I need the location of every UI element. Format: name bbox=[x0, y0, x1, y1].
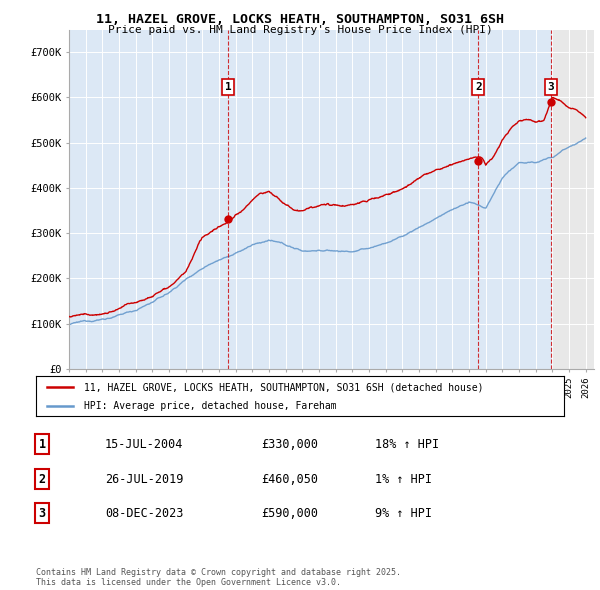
Text: 3: 3 bbox=[38, 507, 46, 520]
Text: 9% ↑ HPI: 9% ↑ HPI bbox=[375, 507, 432, 520]
Text: 1: 1 bbox=[38, 438, 46, 451]
Bar bbox=[553, 30, 594, 369]
Text: 2: 2 bbox=[475, 82, 482, 92]
Text: 11, HAZEL GROVE, LOCKS HEATH, SOUTHAMPTON, SO31 6SH: 11, HAZEL GROVE, LOCKS HEATH, SOUTHAMPTO… bbox=[96, 13, 504, 26]
Text: £590,000: £590,000 bbox=[261, 507, 318, 520]
Text: 2: 2 bbox=[38, 473, 46, 486]
Text: 3: 3 bbox=[548, 82, 554, 92]
Text: Price paid vs. HM Land Registry's House Price Index (HPI): Price paid vs. HM Land Registry's House … bbox=[107, 25, 493, 35]
Text: 1% ↑ HPI: 1% ↑ HPI bbox=[375, 473, 432, 486]
Text: 1: 1 bbox=[224, 82, 232, 92]
Text: HPI: Average price, detached house, Fareham: HPI: Average price, detached house, Fare… bbox=[83, 401, 336, 411]
Text: 11, HAZEL GROVE, LOCKS HEATH, SOUTHAMPTON, SO31 6SH (detached house): 11, HAZEL GROVE, LOCKS HEATH, SOUTHAMPTO… bbox=[83, 382, 483, 392]
Text: 08-DEC-2023: 08-DEC-2023 bbox=[105, 507, 184, 520]
Text: £460,050: £460,050 bbox=[261, 473, 318, 486]
Text: 15-JUL-2004: 15-JUL-2004 bbox=[105, 438, 184, 451]
Text: 18% ↑ HPI: 18% ↑ HPI bbox=[375, 438, 439, 451]
Text: 26-JUL-2019: 26-JUL-2019 bbox=[105, 473, 184, 486]
Text: Contains HM Land Registry data © Crown copyright and database right 2025.
This d: Contains HM Land Registry data © Crown c… bbox=[36, 568, 401, 587]
Text: £330,000: £330,000 bbox=[261, 438, 318, 451]
